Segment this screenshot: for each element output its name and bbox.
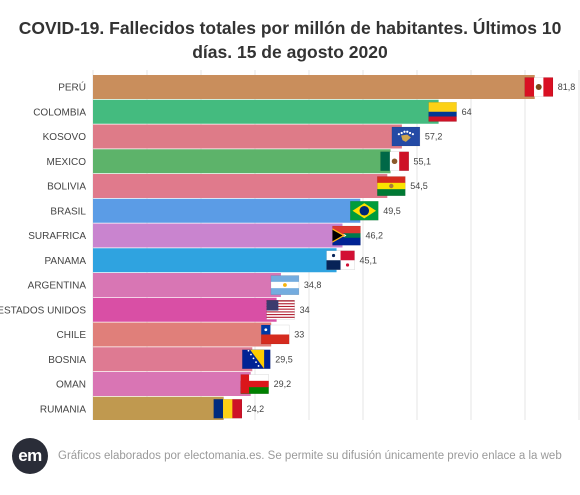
- value-label: 49,5: [383, 206, 401, 216]
- category-label: CHILE: [57, 330, 87, 341]
- value-label: 54,5: [410, 181, 428, 191]
- brazil-flag: [350, 201, 379, 221]
- bar-row: SURAFRICA 46,2: [28, 223, 383, 248]
- bar-row: MEXICO 55,1: [47, 149, 432, 174]
- category-label: BOSNIA: [48, 355, 86, 366]
- category-label: BRASIL: [50, 206, 86, 217]
- chile-flag: [260, 324, 290, 345]
- oman-flag: [240, 374, 269, 394]
- category-label: ARGENTINA: [28, 281, 87, 292]
- footer: em Gráficos elaborados por electomania.e…: [12, 436, 572, 476]
- bar-row: ARGENTINA 34,8: [28, 273, 322, 297]
- value-label: 81,8: [558, 82, 576, 92]
- bar: [93, 273, 281, 297]
- bar-row: BOSNIA 29,5: [48, 347, 293, 372]
- bar: [93, 75, 535, 99]
- category-label: ESTADOS UNIDOS: [0, 305, 86, 316]
- peru-flag: [524, 77, 554, 97]
- value-label: 34,8: [304, 280, 322, 290]
- south-africa-flag: [332, 225, 361, 246]
- category-label: OMAN: [56, 380, 86, 391]
- bar: [93, 149, 391, 174]
- panama-flag: [326, 250, 355, 270]
- bar: [93, 347, 253, 372]
- value-label: 57,2: [425, 132, 443, 142]
- category-label: PERÚ: [58, 81, 86, 94]
- bar-row: BRASIL 49,5: [50, 198, 401, 223]
- bar-row: ESTADOS UNIDOS 34: [0, 297, 310, 322]
- bolivia-flag: [377, 176, 406, 196]
- category-label: SURAFRICA: [28, 231, 86, 242]
- romania-flag: [213, 399, 242, 419]
- bar: [93, 174, 388, 198]
- kosovo-flag: [391, 126, 421, 147]
- footer-note: Gráficos elaborados por electomania.es. …: [58, 450, 562, 462]
- bar-row: KOSOVO 57,2: [43, 124, 443, 149]
- bar-row: PERÚ 81,8: [58, 75, 575, 99]
- bar: [93, 223, 343, 248]
- value-label: 46,2: [365, 231, 383, 241]
- category-label: COLOMBIA: [33, 107, 86, 118]
- bar-row: COLOMBIA 64: [33, 99, 472, 124]
- usa-flag: [266, 300, 295, 320]
- category-label: BOLIVIA: [47, 182, 86, 193]
- bar-row: OMAN 29,2: [56, 372, 291, 396]
- value-label: 33: [294, 330, 304, 340]
- value-label: 29,2: [274, 379, 292, 389]
- bar: [93, 372, 251, 396]
- bar-chart: PERÚ 81,8 COLOMBIA 64 KOSOVO 57,2 MEXICO 55,1 BO…: [0, 70, 580, 420]
- colombia-flag: [428, 102, 457, 122]
- argentina-flag: [270, 275, 300, 295]
- bar: [93, 99, 439, 124]
- bar: [93, 198, 361, 223]
- bar-row: CHILE 33: [57, 322, 304, 347]
- category-label: PANAMA: [45, 256, 87, 267]
- bar: [93, 124, 402, 149]
- bar: [93, 297, 277, 322]
- bar: [93, 322, 272, 347]
- value-label: 24,2: [247, 404, 265, 414]
- category-label: MEXICO: [47, 157, 87, 168]
- category-label: RUMANIA: [40, 404, 86, 415]
- value-label: 45,1: [360, 255, 378, 265]
- value-label: 29,5: [275, 354, 293, 364]
- value-label: 34: [300, 305, 310, 315]
- logo-text: em: [18, 446, 42, 465]
- electomania-logo: em: [12, 438, 48, 474]
- bar: [93, 248, 337, 273]
- bar-row: BOLIVIA 54,5: [47, 174, 428, 198]
- chart-title: COVID-19. Fallecidos totales por millón …: [18, 18, 562, 62]
- value-label: 64: [462, 107, 472, 117]
- bars: PERÚ 81,8 COLOMBIA 64 KOSOVO 57,2 MEXICO 55,1 BO…: [0, 75, 575, 420]
- bar: [93, 396, 224, 420]
- category-label: KOSOVO: [43, 132, 87, 143]
- value-label: 55,1: [414, 156, 432, 166]
- bosnia-flag: [242, 349, 271, 371]
- mexico-flag: [380, 151, 409, 171]
- bar-row: PANAMA 45,1: [45, 248, 378, 273]
- bar-row: RUMANIA 24,2: [40, 396, 265, 420]
